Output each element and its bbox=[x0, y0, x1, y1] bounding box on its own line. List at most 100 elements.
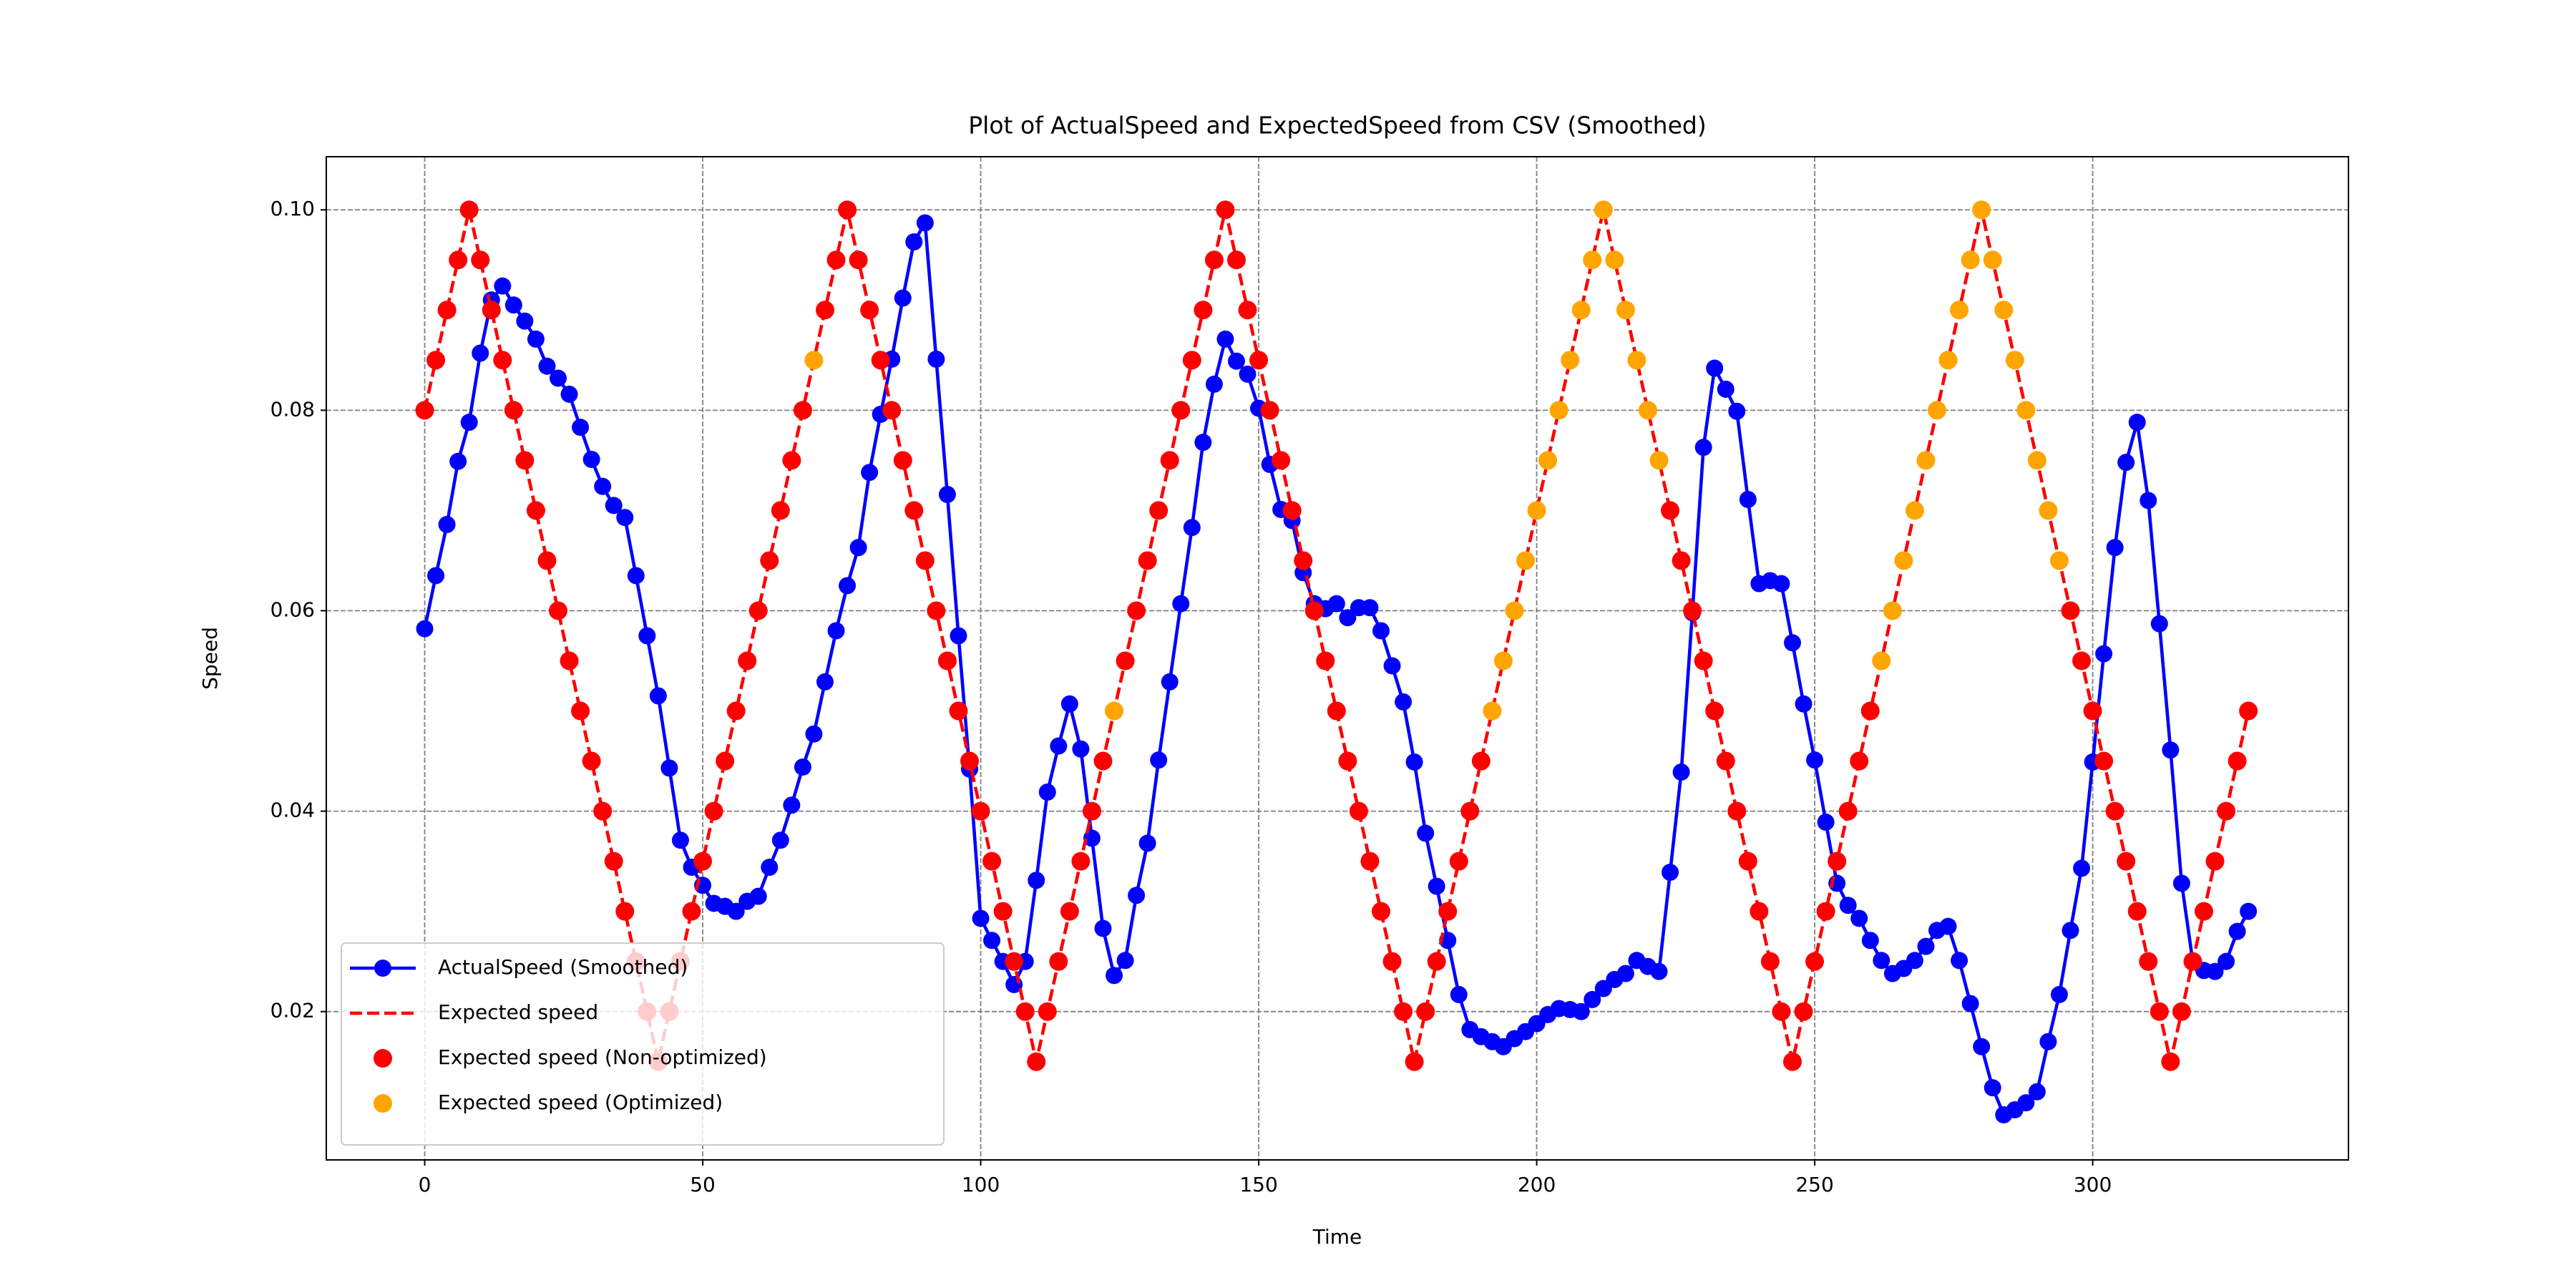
scatter-point bbox=[2150, 1002, 2169, 1021]
line-marker bbox=[1383, 657, 1401, 675]
line-marker bbox=[2162, 741, 2180, 759]
scatter-point bbox=[1549, 401, 1568, 420]
scatter-point bbox=[2105, 801, 2124, 821]
line-marker bbox=[1873, 952, 1890, 970]
line-marker bbox=[816, 673, 834, 691]
scatter-point bbox=[682, 902, 701, 921]
line-marker bbox=[2172, 874, 2190, 892]
line-marker bbox=[616, 509, 634, 527]
scatter-point bbox=[1972, 200, 1991, 220]
scatter-point bbox=[1850, 751, 1869, 771]
scatter-point bbox=[1226, 250, 1246, 270]
line-marker bbox=[2218, 952, 2235, 970]
line-marker bbox=[416, 620, 434, 638]
line-marker bbox=[627, 567, 645, 585]
scatter-point bbox=[1760, 952, 1780, 971]
scatter-point bbox=[1171, 401, 1191, 420]
line-marker bbox=[572, 419, 590, 436]
scatter-point bbox=[2072, 651, 2092, 670]
line-marker bbox=[827, 622, 845, 640]
line-marker bbox=[438, 516, 456, 534]
line-marker bbox=[1850, 909, 1868, 927]
line-marker bbox=[1450, 985, 1468, 1003]
legend-label: Expected speed (Non-optimized) bbox=[438, 1045, 767, 1069]
scatter-point bbox=[1716, 751, 1735, 771]
scatter-point bbox=[1060, 902, 1079, 921]
line-marker bbox=[460, 414, 478, 431]
scatter-point bbox=[1349, 801, 1368, 821]
scatter-point bbox=[1805, 952, 1825, 971]
scatter-point bbox=[1493, 651, 1513, 670]
scatter-point bbox=[893, 451, 912, 470]
scatter-point bbox=[1338, 751, 1357, 771]
scatter-point bbox=[2083, 701, 2102, 721]
line-marker bbox=[1694, 439, 1712, 457]
x-tick-label: 0 bbox=[419, 1173, 431, 1196]
line-marker bbox=[1783, 634, 1801, 652]
legend-marker bbox=[374, 1094, 392, 1113]
y-tick-label: 0.04 bbox=[270, 799, 315, 822]
scatter-point bbox=[1883, 601, 1902, 620]
scatter-point bbox=[949, 701, 968, 721]
scatter-point bbox=[849, 250, 868, 270]
scatter-point bbox=[1138, 551, 1157, 570]
scatter-point bbox=[937, 651, 957, 670]
scatter-point bbox=[1594, 200, 1613, 220]
line-marker bbox=[516, 312, 534, 330]
line-marker bbox=[761, 859, 779, 877]
scatter-point bbox=[1027, 1052, 1046, 1071]
scatter-point bbox=[782, 451, 801, 470]
scatter-point bbox=[793, 401, 812, 420]
line-marker bbox=[861, 464, 879, 482]
scatter-point bbox=[2217, 801, 2236, 821]
line-marker bbox=[1906, 952, 1923, 970]
scatter-point bbox=[1727, 801, 1747, 821]
line-marker bbox=[594, 477, 612, 495]
line-marker bbox=[560, 385, 578, 403]
line-marker bbox=[1405, 753, 1423, 771]
x-tick-label: 50 bbox=[690, 1173, 716, 1196]
line-marker bbox=[1072, 740, 1090, 758]
x-tick-label: 200 bbox=[1518, 1173, 1556, 1196]
scatter-point bbox=[1583, 250, 1602, 270]
line-marker bbox=[1739, 491, 1757, 509]
line-marker bbox=[1817, 813, 1835, 831]
scatter-point bbox=[1105, 701, 1124, 721]
scatter-point bbox=[815, 301, 834, 320]
scatter-point bbox=[1705, 701, 1724, 721]
scatter-point bbox=[1438, 902, 1458, 921]
scatter-point bbox=[838, 200, 857, 220]
line-marker bbox=[1060, 695, 1078, 713]
line-marker bbox=[771, 831, 789, 849]
scatter-point bbox=[760, 551, 779, 570]
scatter-point bbox=[2183, 952, 2202, 971]
scatter-point bbox=[1182, 351, 1201, 370]
legend-label: Expected speed (Optimized) bbox=[438, 1091, 723, 1114]
line-marker bbox=[2095, 645, 2113, 663]
line-marker bbox=[671, 831, 689, 849]
scatter-point bbox=[1427, 952, 1446, 971]
line-marker bbox=[749, 887, 767, 905]
scatter-point bbox=[993, 902, 1013, 921]
scatter-point bbox=[1294, 551, 1313, 570]
line-marker bbox=[1572, 1002, 1590, 1020]
scatter-point bbox=[1449, 852, 1468, 871]
line-marker bbox=[1050, 737, 1068, 755]
x-tick-label: 300 bbox=[2074, 1173, 2112, 1196]
scatter-point bbox=[2061, 601, 2080, 620]
plot-frame bbox=[326, 156, 2349, 1161]
scatter-point bbox=[1127, 601, 1146, 620]
scatter-point bbox=[1616, 301, 1635, 320]
line-marker bbox=[1216, 330, 1234, 348]
scatter-point bbox=[2239, 701, 2258, 721]
chart-title: Plot of ActualSpeed and ExpectedSpeed fr… bbox=[968, 112, 1706, 140]
scatter-point bbox=[1694, 651, 1713, 670]
line-marker bbox=[472, 344, 489, 362]
x-axis-label: Time bbox=[1312, 1225, 1362, 1249]
scatter-point bbox=[693, 852, 713, 871]
line-marker bbox=[504, 296, 522, 314]
line-marker bbox=[1094, 919, 1112, 937]
line-marker bbox=[1239, 365, 1257, 383]
y-tick-label: 0.10 bbox=[270, 197, 315, 220]
